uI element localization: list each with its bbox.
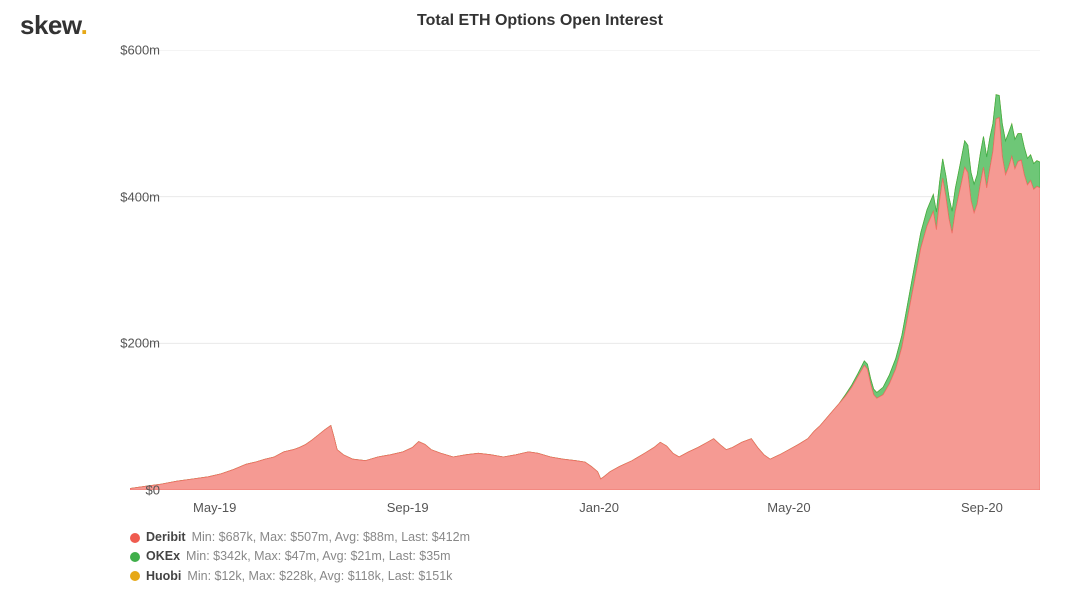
legend-series-name: OKEx: [146, 547, 180, 566]
legend-row-huobi: Huobi Min: $12k, Max: $228k, Avg: $118k,…: [130, 567, 470, 586]
y-tick-label: $0: [90, 483, 160, 498]
x-tick-label: May-19: [193, 500, 236, 515]
x-tick-label: May-20: [767, 500, 810, 515]
x-tick-label: Sep-20: [961, 500, 1003, 515]
chart-title: Total ETH Options Open Interest: [0, 12, 1080, 30]
y-tick-label: $400m: [90, 189, 160, 204]
legend-row-deribit: Deribit Min: $687k, Max: $507m, Avg: $88…: [130, 528, 470, 547]
series-area-deribit: [130, 118, 1040, 491]
x-tick-label: Sep-19: [387, 500, 429, 515]
legend-dot-icon: [130, 552, 140, 562]
y-tick-label: $200m: [90, 336, 160, 351]
chart-container: skew. Total ETH Options Open Interest $0…: [0, 0, 1080, 603]
legend-row-okex: OKEx Min: $342k, Max: $47m, Avg: $21m, L…: [130, 547, 470, 566]
legend-series-stats: Min: $12k, Max: $228k, Avg: $118k, Last:…: [187, 567, 452, 586]
legend: Deribit Min: $687k, Max: $507m, Avg: $88…: [130, 528, 470, 586]
y-tick-label: $600m: [90, 43, 160, 58]
legend-series-name: Huobi: [146, 567, 181, 586]
plot-area: [130, 50, 1040, 490]
legend-dot-icon: [130, 571, 140, 581]
chart-svg: [130, 50, 1040, 490]
x-tick-label: Jan-20: [579, 500, 619, 515]
legend-series-stats: Min: $687k, Max: $507m, Avg: $88m, Last:…: [192, 528, 470, 547]
legend-dot-icon: [130, 533, 140, 543]
legend-series-stats: Min: $342k, Max: $47m, Avg: $21m, Last: …: [186, 547, 451, 566]
legend-series-name: Deribit: [146, 528, 186, 547]
